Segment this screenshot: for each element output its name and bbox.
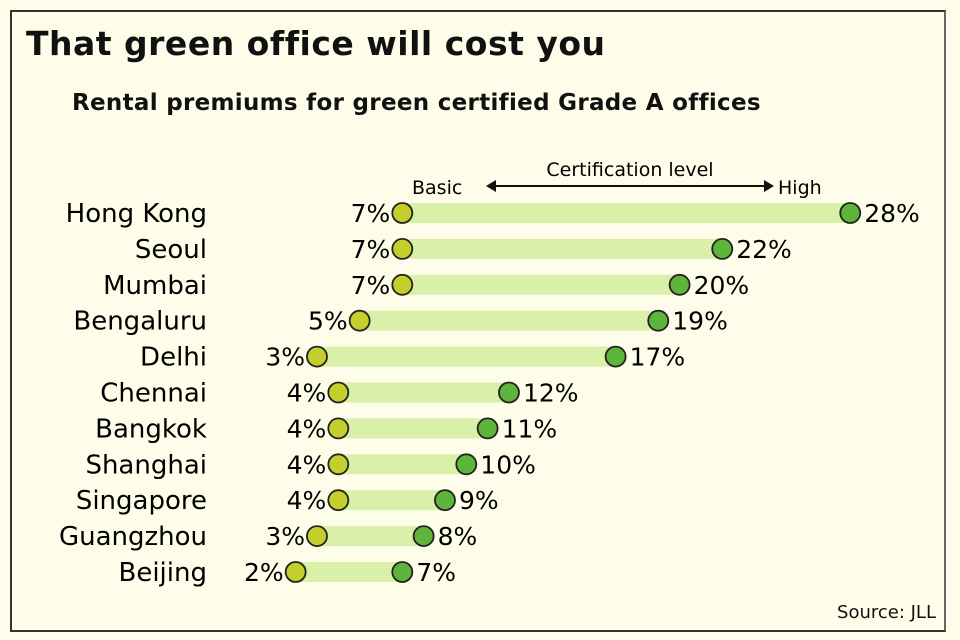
range-bar	[402, 203, 851, 223]
basic-dot	[327, 453, 350, 476]
city-label: Singapore	[76, 486, 207, 516]
chart-row: Delhi 3% 17%	[140, 343, 685, 373]
high-value-label: 11%	[502, 414, 558, 443]
range-bar	[338, 490, 445, 511]
high-dot	[668, 273, 691, 296]
basic-value-label: 7%	[351, 199, 391, 228]
high-value-label: 28%	[864, 199, 920, 228]
high-value-label: 19%	[672, 307, 728, 336]
chart-row: Guangzhou 3% 8%	[59, 522, 477, 552]
high-value-label: 20%	[694, 271, 750, 300]
high-value-label: 8%	[438, 522, 478, 551]
arrow-left-icon	[486, 180, 496, 192]
basic-dot	[391, 273, 414, 296]
basic-value-label: 3%	[265, 522, 305, 551]
range-bar	[295, 562, 403, 582]
legend-basic-label: Basic	[412, 177, 462, 199]
range-bar	[316, 346, 616, 367]
high-value-label: 10%	[480, 450, 536, 479]
chart-row: Shanghai 4% 10%	[85, 450, 535, 480]
city-label: Beijing	[119, 558, 208, 588]
range-bar	[402, 274, 680, 295]
city-label: Shanghai	[85, 450, 207, 480]
high-dot	[604, 345, 627, 368]
city-label: Bengaluru	[73, 307, 207, 337]
range-bar	[359, 310, 659, 331]
basic-dot	[327, 489, 350, 512]
chart-subtitle: Rental premiums for green certified Grad…	[72, 90, 761, 116]
basic-value-label: 4%	[287, 379, 327, 408]
chart-row: Beijing 2% 7%	[119, 558, 456, 588]
basic-dot	[391, 237, 414, 260]
arrow-right-icon	[764, 180, 774, 192]
high-value-label: 9%	[459, 486, 499, 515]
range-bar	[338, 418, 488, 439]
high-value-label: 17%	[630, 343, 686, 372]
chart-row: Hong Kong 7% 28%	[66, 199, 920, 229]
basic-dot	[306, 525, 328, 547]
certification-legend: Basic Certification level High	[412, 159, 822, 199]
basic-value-label: 7%	[351, 235, 391, 264]
range-bar	[338, 382, 509, 403]
basic-value-label: 4%	[287, 414, 327, 443]
high-dot	[476, 417, 499, 440]
basic-value-label: 4%	[287, 486, 327, 515]
chart-row: Seoul 7% 22%	[135, 235, 792, 265]
legend-axis-label: Certification level	[546, 159, 713, 181]
basic-dot	[391, 202, 414, 224]
high-dot	[711, 237, 734, 260]
source-note: Source: JLL	[837, 602, 936, 623]
chart-title: That green office will cost you	[26, 24, 606, 63]
chart-row: Singapore 4% 9%	[76, 486, 499, 516]
basic-value-label: 4%	[287, 450, 327, 479]
city-label: Chennai	[100, 379, 207, 409]
high-value-label: 12%	[523, 379, 579, 408]
chart-row: Chennai 4% 12%	[100, 379, 578, 409]
basic-dot	[284, 561, 307, 583]
city-label: Seoul	[135, 235, 207, 265]
basic-value-label: 3%	[265, 343, 305, 372]
city-label: Delhi	[140, 343, 207, 373]
legend-high-label: High	[778, 177, 822, 199]
chart-row: Bangkok 4% 11%	[95, 414, 557, 444]
high-dot	[498, 381, 520, 404]
high-dot	[434, 489, 456, 512]
basic-value-label: 7%	[351, 271, 391, 300]
high-value-label: 7%	[416, 558, 456, 587]
chart-row: Bengaluru 5% 19%	[73, 307, 727, 337]
range-bar	[338, 454, 467, 475]
basic-value-label: 2%	[244, 558, 284, 587]
range-bar	[402, 238, 723, 259]
basic-dot	[306, 345, 328, 368]
high-dot	[455, 453, 478, 476]
range-bar	[316, 526, 424, 547]
basic-value-label: 5%	[308, 307, 348, 336]
basic-dot	[327, 381, 350, 404]
chart-row: Mumbai 7% 20%	[103, 271, 749, 301]
basic-dot	[348, 309, 371, 332]
city-label: Mumbai	[103, 271, 207, 301]
high-dot	[391, 561, 414, 583]
high-dot	[839, 202, 862, 224]
city-label: Guangzhou	[59, 522, 207, 552]
city-label: Bangkok	[95, 414, 207, 444]
basic-dot	[327, 417, 350, 440]
high-dot	[412, 525, 435, 547]
chart-frame	[10, 10, 946, 632]
high-value-label: 22%	[736, 235, 792, 264]
city-label: Hong Kong	[66, 199, 207, 229]
high-dot	[647, 309, 670, 332]
